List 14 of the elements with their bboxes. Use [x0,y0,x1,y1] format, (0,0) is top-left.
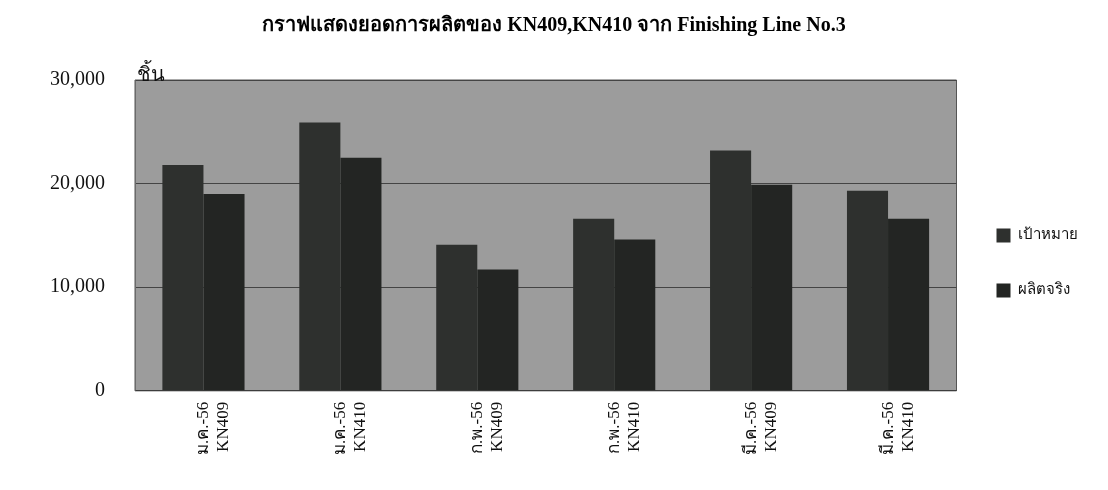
y-tick-label: 10,000 [50,274,105,297]
y-tick-label: 0 [95,378,105,401]
x-tick-label: ก.พ.-56 KN409 [466,401,507,455]
chart-title: กราฟแสดงยอดการผลิตของ KN409,KN410 จาก Finishing Line No.3 [261,12,847,38]
legend-label: ผลิตจริง [1018,280,1070,299]
legend-label: เป้าหมาย [1018,225,1078,244]
x-tick-label: มี.ค.-56 KN409 [740,401,780,456]
x-tick-label: ก.พ.-56 KN410 [603,401,644,455]
y-tick-label: 20,000 [50,170,105,193]
y-axis-title: ชิ้น [137,60,165,86]
x-tick-label: มี.ค.-56 KN410 [877,401,917,456]
x-tick-label: ม.ค.-56 KN410 [329,401,370,456]
y-tick-label: 30,000 [50,67,105,90]
x-tick-label: ม.ค.-56 KN409 [192,401,233,456]
